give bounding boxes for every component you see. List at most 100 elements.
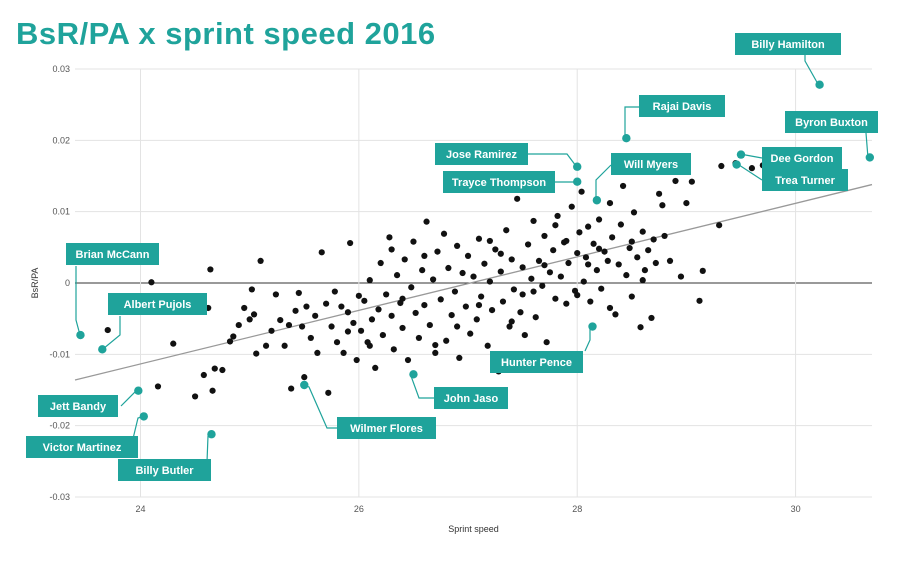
highlighted-point bbox=[98, 345, 107, 354]
callout-label: Trea Turner bbox=[775, 175, 835, 187]
data-point bbox=[445, 264, 452, 272]
data-point bbox=[619, 182, 627, 190]
data-point bbox=[568, 203, 575, 210]
callout-jett-bandy: Jett Bandy bbox=[38, 386, 143, 417]
data-point bbox=[344, 328, 352, 335]
data-point bbox=[357, 327, 365, 334]
data-point bbox=[541, 262, 548, 269]
callout-victor-martinez: Victor Martinez bbox=[26, 412, 148, 458]
data-point bbox=[361, 297, 368, 304]
data-point bbox=[426, 321, 433, 329]
data-point bbox=[595, 216, 603, 223]
callout-label: John Jaso bbox=[444, 393, 499, 405]
callout-label: Albert Pujols bbox=[124, 299, 192, 311]
y-tick-label: 0.02 bbox=[52, 135, 70, 145]
data-point bbox=[623, 272, 630, 279]
y-tick-label: 0.01 bbox=[52, 207, 70, 217]
data-point bbox=[257, 257, 264, 264]
data-point bbox=[612, 311, 619, 318]
data-point bbox=[609, 234, 616, 241]
data-point bbox=[590, 240, 597, 247]
data-point bbox=[478, 293, 485, 300]
x-tick-label: 28 bbox=[572, 504, 582, 514]
x-tick-labels: 24 26 28 30 bbox=[135, 504, 800, 514]
callout-label: Wilmer Flores bbox=[350, 423, 423, 435]
y-tick-label: -0.03 bbox=[49, 492, 70, 502]
data-point bbox=[601, 248, 608, 255]
data-point bbox=[401, 256, 408, 263]
data-point bbox=[448, 312, 455, 319]
data-point bbox=[470, 273, 477, 280]
data-point bbox=[514, 195, 521, 202]
data-point bbox=[519, 291, 526, 298]
data-point bbox=[563, 237, 570, 245]
callout-box bbox=[443, 171, 555, 193]
data-point bbox=[532, 314, 539, 321]
data-point bbox=[524, 241, 532, 248]
data-point bbox=[399, 295, 406, 302]
data-point bbox=[430, 276, 437, 283]
data-point bbox=[379, 331, 386, 339]
data-point bbox=[250, 311, 258, 318]
data-point bbox=[277, 316, 284, 324]
data-point bbox=[595, 245, 603, 252]
data-point bbox=[421, 302, 428, 309]
data-point bbox=[419, 267, 426, 274]
callout-john-jaso: John Jaso bbox=[409, 370, 508, 409]
data-point bbox=[641, 267, 649, 274]
data-point bbox=[672, 177, 679, 185]
data-point bbox=[333, 339, 341, 346]
callout-dee-gordon: Dee Gordon bbox=[736, 147, 842, 169]
data-point bbox=[552, 222, 559, 229]
data-point bbox=[209, 387, 216, 394]
data-point bbox=[578, 188, 585, 195]
data-point bbox=[497, 250, 504, 257]
data-point bbox=[154, 383, 162, 390]
data-point bbox=[459, 269, 466, 277]
data-point bbox=[288, 385, 295, 392]
data-point bbox=[530, 217, 537, 225]
callout-leader bbox=[595, 164, 612, 201]
data-point bbox=[563, 300, 570, 307]
data-point bbox=[475, 302, 483, 309]
data-point bbox=[497, 268, 504, 275]
data-point bbox=[546, 269, 554, 276]
highlighted-point bbox=[409, 370, 418, 379]
data-point bbox=[104, 326, 111, 334]
callout-box bbox=[762, 169, 848, 191]
data-point bbox=[565, 259, 572, 267]
trend-line bbox=[74, 183, 873, 381]
callout-label: Dee Gordon bbox=[771, 153, 834, 165]
data-point bbox=[295, 289, 302, 297]
data-point bbox=[415, 334, 423, 342]
data-point bbox=[350, 319, 357, 327]
data-point bbox=[606, 304, 614, 312]
data-point bbox=[587, 298, 594, 305]
x-axis-label: Sprint speed bbox=[448, 524, 499, 534]
callout-leader bbox=[75, 266, 81, 336]
data-point bbox=[200, 371, 207, 379]
data-point bbox=[388, 246, 395, 253]
callout-wilmer-flores: Wilmer Flores bbox=[300, 380, 436, 439]
data-point bbox=[368, 316, 376, 323]
data-point bbox=[639, 228, 646, 235]
data-point bbox=[585, 261, 592, 268]
y-axis-label: BsR/PA bbox=[30, 268, 40, 299]
data-point bbox=[272, 291, 279, 298]
data-point bbox=[486, 278, 493, 285]
data-point bbox=[366, 342, 373, 349]
data-point bbox=[207, 266, 214, 273]
data-point bbox=[510, 286, 517, 293]
data-point bbox=[580, 278, 587, 285]
data-point bbox=[262, 342, 270, 349]
data-point bbox=[388, 312, 395, 319]
callout-box bbox=[735, 33, 841, 55]
data-point bbox=[423, 218, 430, 225]
callout-box bbox=[611, 153, 691, 175]
data-point bbox=[637, 324, 644, 331]
data-point bbox=[443, 337, 450, 344]
callout-box bbox=[38, 395, 118, 417]
callout-box bbox=[785, 111, 878, 133]
highlighted-point bbox=[139, 412, 148, 421]
data-point bbox=[517, 309, 524, 316]
